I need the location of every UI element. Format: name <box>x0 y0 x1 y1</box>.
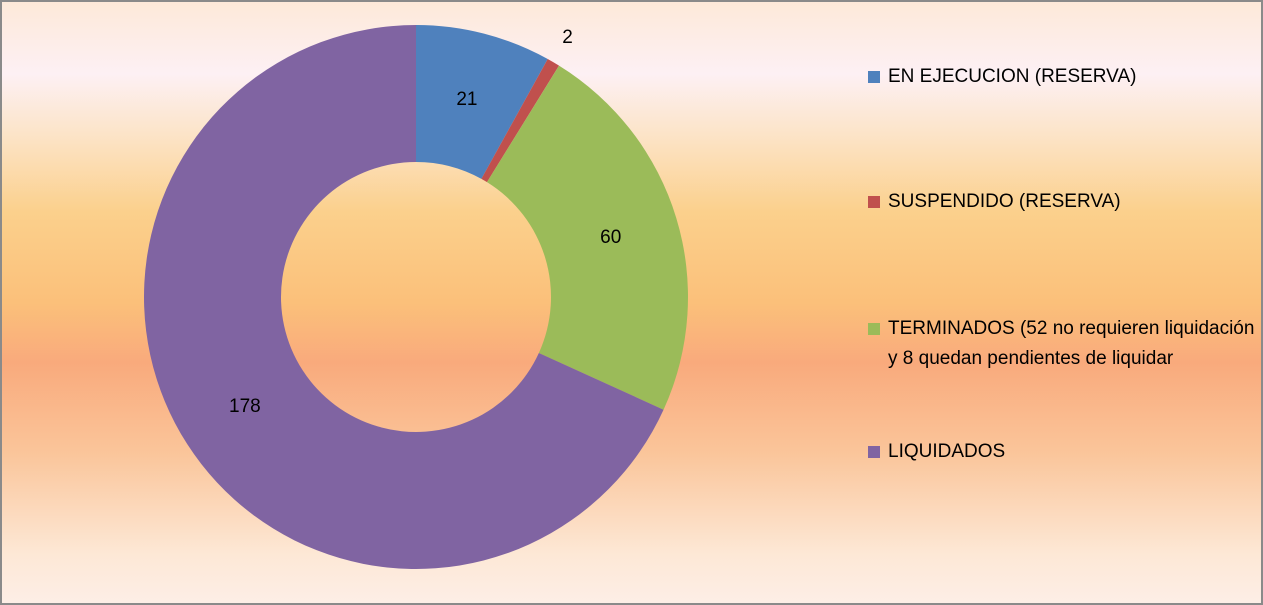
legend-item: EN EJECUCION (RESERVA) <box>868 62 1261 92</box>
legend-label: TERMINADOS (52 no requieren liquidación … <box>888 318 1255 369</box>
legend-swatch <box>868 71 880 83</box>
legend-label: LIQUIDADOS <box>888 441 1006 462</box>
legend-swatch <box>868 446 880 458</box>
donut-slice <box>481 59 560 183</box>
legend-label: SUSPENDIDO (RESERVA) <box>888 191 1121 212</box>
data-label: 60 <box>600 227 621 248</box>
donut-slice <box>416 25 548 179</box>
legend-item: SUSPENDIDO (RESERVA) <box>868 187 1261 217</box>
data-label: 178 <box>229 396 261 417</box>
data-label: 2 <box>562 27 573 48</box>
legend-label: EN EJECUCION (RESERVA) <box>888 66 1137 87</box>
legend-item: LIQUIDADOS <box>868 437 1261 467</box>
legend-swatch <box>868 323 880 335</box>
legend-item: TERMINADOS (52 no requieren liquidación … <box>868 314 1261 374</box>
donut-slice <box>486 65 688 410</box>
data-label: 21 <box>456 89 477 110</box>
legend-swatch <box>868 196 880 208</box>
donut-slice <box>143 25 664 569</box>
